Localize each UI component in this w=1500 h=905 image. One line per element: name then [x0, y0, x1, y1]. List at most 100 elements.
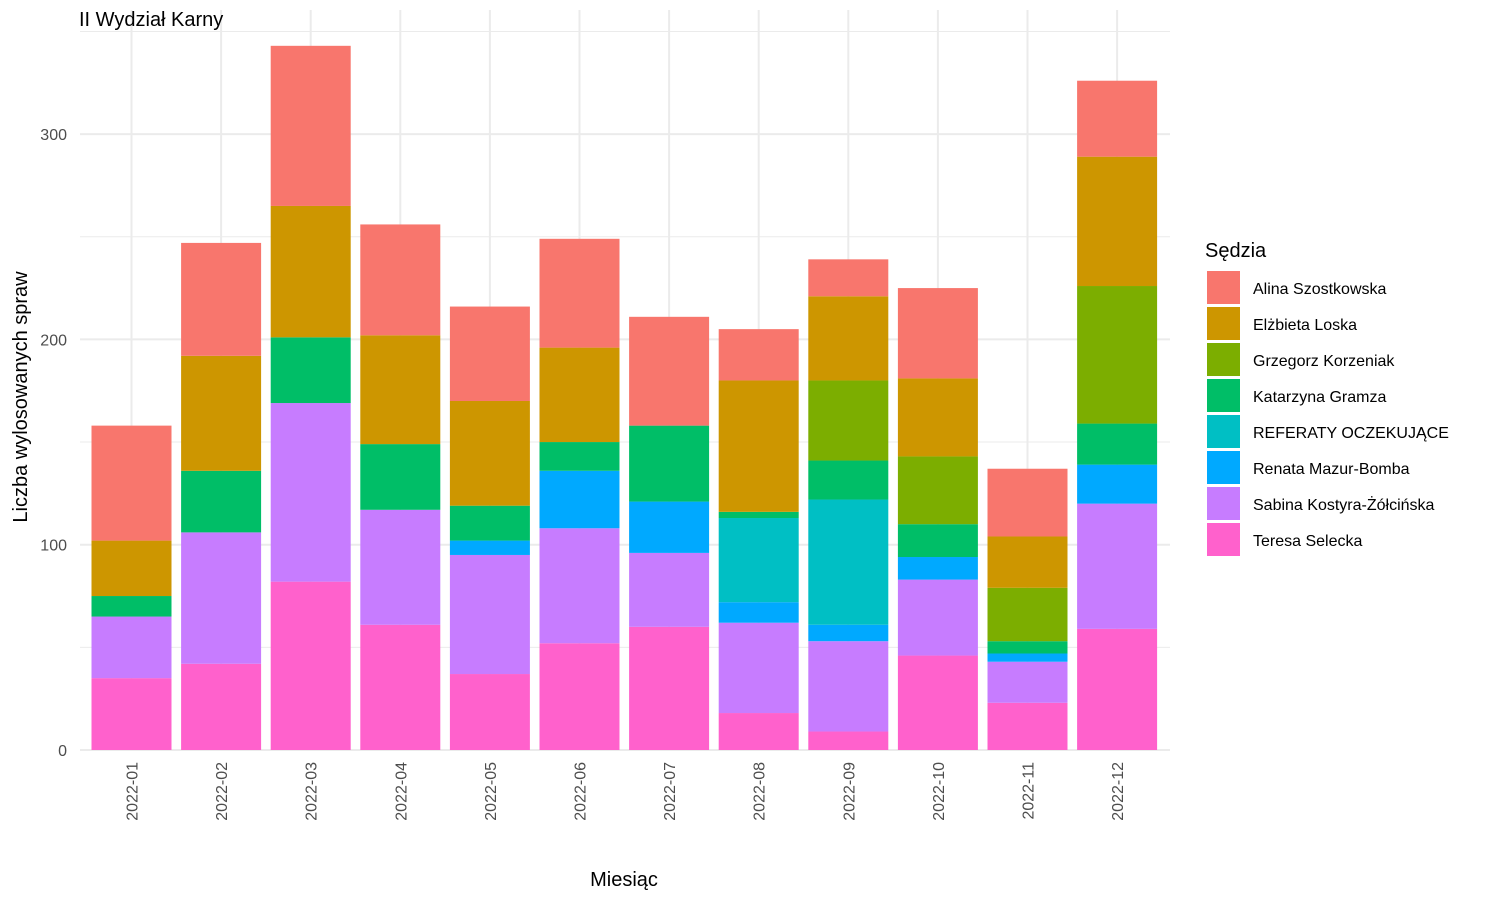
bar-segment: [897, 579, 978, 656]
x-tick-label: 2022-12: [1110, 762, 1127, 821]
legend-label: Katarzyna Gramza: [1253, 389, 1386, 406]
bar-segment: [539, 442, 620, 471]
bar-segment: [91, 616, 172, 679]
bar-segment: [270, 205, 351, 338]
bar-segment: [270, 337, 351, 404]
bar-segment: [270, 403, 351, 582]
bar-segment: [987, 587, 1068, 642]
x-tick-label: 2022-01: [125, 762, 142, 821]
bar-segment: [539, 238, 620, 348]
bar-segment: [987, 653, 1068, 662]
bar-segment: [539, 643, 620, 750]
x-axis-label: Miesiąc: [590, 869, 658, 891]
bar-segment: [629, 552, 710, 627]
bar-segment: [1077, 423, 1158, 465]
bar-segment: [360, 444, 441, 510]
bar-segment: [718, 380, 799, 512]
bar-segment: [897, 655, 978, 750]
bar-segment: [91, 425, 172, 541]
bar-segment: [808, 296, 889, 381]
bar-segment: [718, 329, 799, 381]
bar-segment: [449, 400, 530, 506]
y-tick-label: 0: [58, 743, 67, 760]
bar-segment: [91, 678, 172, 750]
bar-segment: [629, 501, 710, 553]
x-tick-label: 2022-09: [841, 762, 858, 821]
bar-segment: [718, 713, 799, 750]
bar-segment: [181, 470, 262, 533]
bar-segment: [808, 380, 889, 461]
bar-segment: [897, 288, 978, 379]
bar-segment: [539, 470, 620, 529]
x-tick-label: 2022-02: [214, 762, 231, 821]
legend-key: [1207, 379, 1240, 412]
bar-segment: [808, 259, 889, 297]
bar-segment: [1077, 464, 1158, 504]
bar-segment: [808, 641, 889, 732]
bar-segment: [270, 581, 351, 750]
legend-key: [1207, 307, 1240, 340]
legend: Sędzia Alina Szostkowska Elżbieta Loska Gr…: [1205, 240, 1449, 556]
bar-segment: [539, 347, 620, 443]
legend-key: [1207, 451, 1240, 484]
bar-segment: [629, 316, 710, 426]
x-tick-label: 2022-03: [304, 762, 321, 821]
bar-segment: [360, 624, 441, 750]
bar-segment: [897, 456, 978, 525]
legend-label: Teresa Selecka: [1253, 533, 1362, 550]
bar-segment: [91, 596, 172, 617]
bar-segment: [449, 554, 530, 675]
bar-segment: [270, 45, 351, 206]
bar-segment: [808, 731, 889, 750]
bar-segment: [987, 702, 1068, 750]
x-tick-label: 2022-08: [752, 762, 769, 821]
bar-segment: [897, 524, 978, 558]
bar-segment: [449, 540, 530, 555]
y-tick-label: 200: [40, 332, 67, 349]
legend-label: Grzegorz Korzeniak: [1253, 353, 1395, 370]
bar-segment: [718, 602, 799, 623]
legend-key: [1207, 523, 1240, 556]
bar-segment: [629, 425, 710, 502]
bar-segment: [1077, 286, 1158, 424]
y-tick-label: 100: [40, 538, 67, 555]
bar-segment: [629, 626, 710, 750]
legend-label: Renata Mazur-Bomba: [1253, 461, 1410, 478]
bars: [91, 45, 1158, 750]
bar-segment: [808, 624, 889, 642]
bar-segment: [181, 532, 262, 664]
legend-key: [1207, 415, 1240, 448]
bar-segment: [808, 460, 889, 500]
bar-segment: [897, 557, 978, 580]
y-axis-label: Liczba wylosowanych spraw: [10, 271, 32, 523]
bar-segment: [1077, 80, 1158, 157]
bar-segment: [987, 641, 1068, 654]
x-tick-label: 2022-06: [573, 762, 590, 821]
bar-segment: [718, 518, 799, 603]
bar-segment: [1077, 156, 1158, 287]
x-tick-label: 2022-04: [393, 762, 410, 821]
legend-title: Sędzia: [1205, 240, 1267, 262]
bar-segment: [987, 536, 1068, 588]
bar-segment: [987, 661, 1068, 703]
bar-segment: [539, 528, 620, 644]
bar-segment: [808, 499, 889, 625]
legend-label: Sabina Kostyra-Żółcińska: [1253, 495, 1435, 514]
legend-label: Elżbieta Loska: [1253, 317, 1357, 334]
axes: 0 100 200 300 2022-01 2022-02 2022-03 2022-04 20…: [40, 127, 1127, 821]
legend-label: Alina Szostkowska: [1253, 281, 1386, 298]
bar-segment: [449, 505, 530, 541]
legend-label: REFERATY OCZEKUJĄCE: [1253, 425, 1449, 442]
legend-key: [1207, 343, 1240, 376]
bar-segment: [718, 511, 799, 519]
x-tick-label: 2022-11: [1021, 762, 1038, 820]
bar-segment: [897, 378, 978, 457]
bar-segment: [449, 674, 530, 750]
bar-segment: [987, 468, 1068, 537]
x-tick-label: 2022-10: [931, 762, 948, 821]
chart-title: II Wydział Karny: [79, 9, 223, 31]
y-tick-label: 300: [40, 127, 67, 144]
bar-segment: [91, 540, 172, 597]
